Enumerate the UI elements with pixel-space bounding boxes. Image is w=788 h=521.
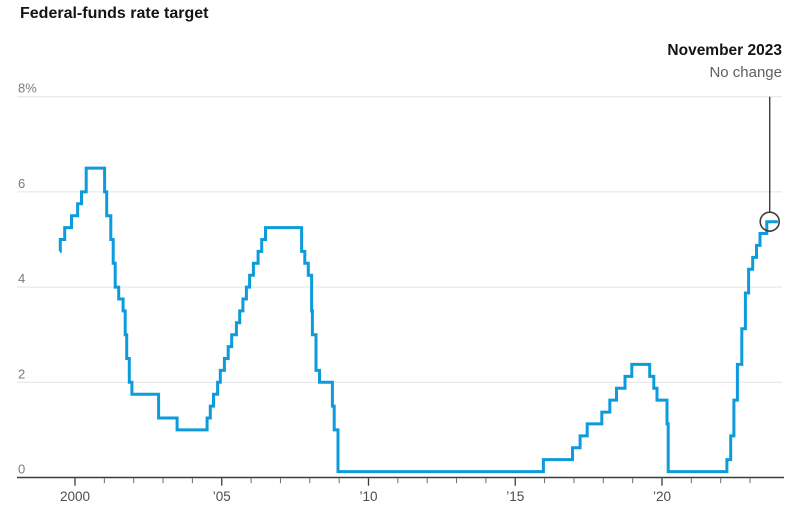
y-axis-label: 0	[18, 462, 25, 477]
x-axis-label: 2000	[60, 489, 90, 504]
x-axis-label: ’10	[359, 489, 377, 504]
x-axis-label: ’20	[653, 489, 671, 504]
chart-title: Federal-funds rate target	[20, 5, 209, 22]
endpoint-marker	[759, 211, 781, 232]
y-axis-label: 4	[18, 271, 25, 286]
x-axis-label: ’15	[506, 489, 524, 504]
x-axis-label: ’05	[213, 489, 231, 504]
endpoint-callout: November 2023 No change	[667, 39, 782, 84]
callout-date: November 2023	[667, 42, 782, 59]
y-axis-label: 2	[18, 366, 25, 381]
rate-line	[58, 166, 778, 474]
y-axis-label: 6	[18, 176, 25, 191]
callout-note: No change	[709, 64, 782, 81]
y-axis-label: 8%	[18, 81, 37, 96]
